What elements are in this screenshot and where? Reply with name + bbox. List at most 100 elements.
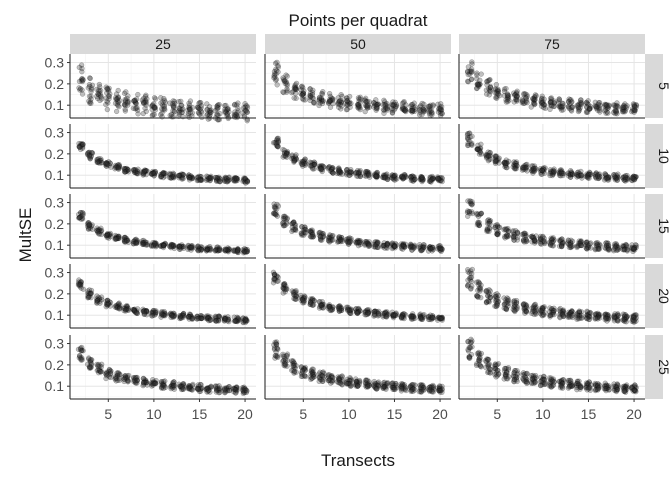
data-point [159, 114, 165, 120]
data-point [398, 314, 405, 320]
data-point [320, 304, 326, 311]
data-point [301, 373, 308, 379]
data-point [284, 73, 290, 79]
data-point [133, 96, 140, 102]
x-tick-label: 15 [192, 406, 208, 422]
data-point [78, 356, 84, 362]
x-tick-label: 10 [341, 406, 357, 422]
row-strip-label: 15 [656, 218, 672, 234]
data-point [468, 336, 474, 342]
data-point [593, 105, 599, 112]
data-point [152, 105, 158, 111]
data-point [144, 96, 150, 102]
y-tick-label: 0.3 [45, 265, 65, 281]
data-point [208, 107, 214, 113]
data-point [329, 96, 336, 102]
data-point [353, 169, 360, 175]
data-point [569, 104, 575, 110]
panel-50-5 [264, 54, 451, 119]
data-point [94, 86, 100, 93]
data-point [151, 104, 157, 110]
data-point [113, 378, 119, 384]
data-point [511, 237, 517, 243]
data-point [419, 247, 425, 253]
data-point [271, 276, 277, 282]
data-point [86, 98, 92, 104]
data-point [115, 87, 121, 94]
data-point [631, 106, 637, 113]
data-point [125, 379, 131, 385]
data-point [117, 98, 123, 104]
data-point [186, 177, 193, 183]
data-point [281, 78, 288, 84]
data-point [235, 113, 241, 119]
data-point [320, 98, 326, 104]
data-point [87, 75, 93, 82]
data-point [195, 386, 201, 392]
data-point [213, 175, 219, 181]
data-point [140, 99, 147, 105]
data-point [215, 117, 221, 123]
data-point [624, 248, 630, 254]
y-axis-title: MultSE [16, 208, 35, 263]
data-point [272, 60, 279, 66]
data-point [78, 78, 84, 84]
data-point [419, 387, 425, 393]
data-point [212, 107, 218, 114]
data-point [421, 105, 427, 111]
data-point [196, 105, 202, 111]
data-point [224, 178, 230, 184]
data-point [207, 115, 213, 121]
data-point [302, 230, 309, 236]
data-point [492, 157, 499, 163]
data-point [106, 93, 112, 99]
data-point [76, 78, 83, 85]
data-point [107, 91, 113, 97]
data-point [135, 111, 141, 117]
data-point [317, 100, 323, 106]
data-point [204, 101, 210, 107]
data-point [198, 108, 204, 115]
data-point [539, 167, 545, 174]
data-point [222, 106, 228, 112]
data-point [548, 99, 554, 105]
panel-50-10 [264, 124, 451, 189]
data-point [88, 88, 94, 95]
data-point [208, 317, 214, 323]
data-point [273, 210, 279, 216]
data-point [79, 76, 85, 82]
data-point [223, 246, 229, 253]
data-point [469, 199, 475, 205]
data-point [176, 109, 183, 115]
data-point [232, 101, 238, 108]
data-point [80, 77, 86, 83]
data-point [187, 383, 194, 390]
data-point [621, 388, 627, 394]
data-point [505, 99, 511, 105]
data-point [177, 246, 183, 252]
data-point [523, 165, 530, 171]
data-point [141, 100, 147, 107]
col-strip-label: 75 [544, 36, 560, 52]
data-point [373, 173, 379, 180]
data-point [161, 103, 168, 109]
data-point [289, 90, 295, 96]
col-strip-75 [459, 34, 645, 54]
data-point [132, 106, 138, 112]
data-point [234, 102, 240, 108]
data-point [330, 96, 336, 102]
data-point [197, 106, 203, 112]
data-point [597, 109, 603, 115]
data-point [121, 90, 128, 96]
row-strip-label: 25 [656, 359, 672, 375]
data-point [547, 314, 553, 320]
data-point [151, 101, 157, 107]
data-point [204, 107, 210, 113]
data-point [167, 112, 173, 119]
data-point [280, 76, 287, 82]
data-point [317, 233, 324, 240]
data-point [319, 97, 325, 103]
data-point [161, 104, 167, 110]
data-point [336, 305, 342, 312]
data-point [290, 227, 296, 233]
